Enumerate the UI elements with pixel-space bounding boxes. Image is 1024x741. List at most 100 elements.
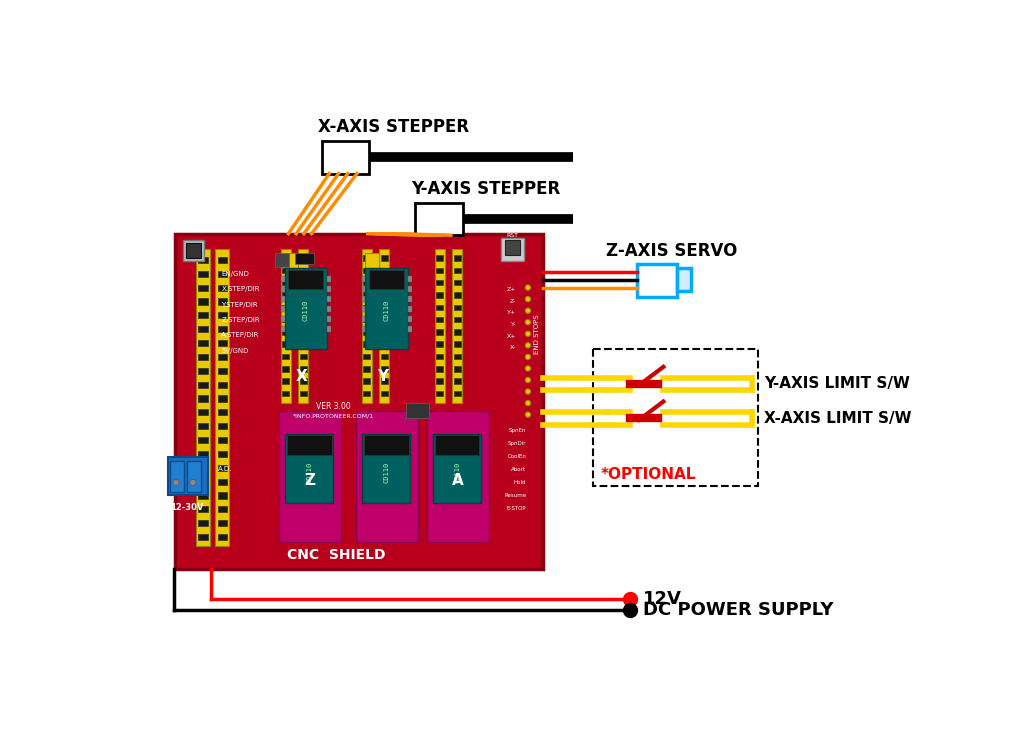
Text: X-AXIS STEPPER: X-AXIS STEPPER <box>317 119 469 136</box>
Bar <box>364 305 370 310</box>
Bar <box>361 286 366 292</box>
Bar <box>283 366 289 371</box>
Text: CNC  SHIELD: CNC SHIELD <box>287 548 385 562</box>
Bar <box>217 534 226 540</box>
Text: A.STEP/DIR: A.STEP/DIR <box>221 332 260 339</box>
Bar <box>283 353 289 359</box>
Bar <box>436 292 443 298</box>
Bar <box>199 534 208 540</box>
Bar <box>408 316 412 322</box>
Bar <box>454 268 461 273</box>
Bar <box>199 520 208 526</box>
Text: Z-AXIS SERVO: Z-AXIS SERVO <box>606 242 738 259</box>
Bar <box>364 280 370 285</box>
Bar <box>281 316 285 322</box>
Bar <box>436 255 443 261</box>
Bar <box>427 411 488 542</box>
Bar <box>199 353 208 360</box>
Bar <box>186 461 201 491</box>
Text: *OPTIONAL: *OPTIONAL <box>600 467 695 482</box>
Bar <box>300 379 307 384</box>
Bar <box>407 403 429 419</box>
Bar <box>364 366 370 371</box>
Text: X: X <box>296 368 307 384</box>
Bar <box>435 436 479 455</box>
Bar <box>199 465 208 471</box>
Ellipse shape <box>525 319 530 325</box>
Bar <box>364 436 409 455</box>
Bar <box>199 382 208 388</box>
Bar <box>381 255 388 261</box>
Bar <box>295 253 313 265</box>
Bar <box>199 423 208 429</box>
Bar <box>217 257 226 263</box>
Bar <box>287 436 332 455</box>
Bar <box>436 268 443 273</box>
Bar <box>454 329 461 334</box>
Bar <box>217 299 226 305</box>
Ellipse shape <box>525 342 530 348</box>
Bar <box>381 317 388 322</box>
Bar <box>300 329 307 334</box>
Bar <box>217 465 226 471</box>
Bar <box>281 249 291 403</box>
Bar <box>381 305 388 310</box>
Bar <box>300 255 307 261</box>
Bar <box>217 396 226 402</box>
Text: CD110: CD110 <box>383 300 389 322</box>
Bar <box>199 257 208 263</box>
Text: E-STOP: E-STOP <box>507 506 526 511</box>
Bar <box>433 434 481 503</box>
Bar <box>199 409 208 416</box>
Ellipse shape <box>525 308 530 313</box>
Bar <box>283 280 289 285</box>
Bar <box>381 342 388 347</box>
Text: 12V: 12V <box>643 590 682 608</box>
Bar <box>637 265 677 297</box>
Bar <box>327 306 331 312</box>
Bar <box>408 286 412 292</box>
Bar <box>436 342 443 347</box>
Bar <box>327 316 331 322</box>
Text: Y-AXIS LIMIT S/W: Y-AXIS LIMIT S/W <box>764 376 910 391</box>
Bar <box>454 342 461 347</box>
Bar <box>322 142 370 173</box>
Bar <box>199 299 208 305</box>
Ellipse shape <box>525 331 530 336</box>
Bar <box>283 379 289 384</box>
Bar <box>217 423 226 429</box>
Text: Z+: Z+ <box>507 288 516 293</box>
Bar <box>381 379 388 384</box>
Bar <box>183 240 205 262</box>
Bar <box>366 268 408 349</box>
Bar <box>327 276 331 282</box>
Bar <box>436 366 443 371</box>
Bar <box>285 268 327 349</box>
Bar <box>408 296 412 302</box>
Bar <box>381 391 388 396</box>
Text: CoolEn: CoolEn <box>508 453 526 459</box>
Bar <box>436 305 443 310</box>
Bar <box>416 203 463 235</box>
Ellipse shape <box>525 296 530 302</box>
Bar <box>199 285 208 290</box>
Bar <box>381 366 388 371</box>
Bar <box>300 366 307 371</box>
Text: A: A <box>452 473 464 488</box>
Text: Y-AXIS STEPPER: Y-AXIS STEPPER <box>412 180 561 198</box>
Text: Abort: Abort <box>511 467 526 472</box>
Bar <box>199 270 208 277</box>
Bar <box>364 342 370 347</box>
Text: Z-: Z- <box>510 299 516 304</box>
Bar <box>175 233 544 568</box>
Text: Hold: Hold <box>514 480 526 485</box>
Bar <box>364 379 370 384</box>
Ellipse shape <box>525 354 530 359</box>
Bar <box>217 353 226 360</box>
Bar <box>454 255 461 261</box>
Ellipse shape <box>525 366 530 371</box>
Bar <box>366 253 379 268</box>
Bar <box>199 493 208 499</box>
Bar <box>300 391 307 396</box>
Bar <box>327 326 331 332</box>
